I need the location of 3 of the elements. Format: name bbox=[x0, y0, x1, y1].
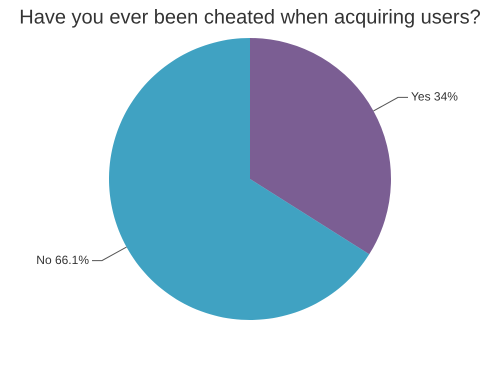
slice-label: No 66.1% bbox=[36, 252, 90, 267]
slice-label: Yes 34% bbox=[411, 90, 458, 104]
chart-title: Have you ever been cheated when acquiring users? bbox=[19, 6, 481, 29]
